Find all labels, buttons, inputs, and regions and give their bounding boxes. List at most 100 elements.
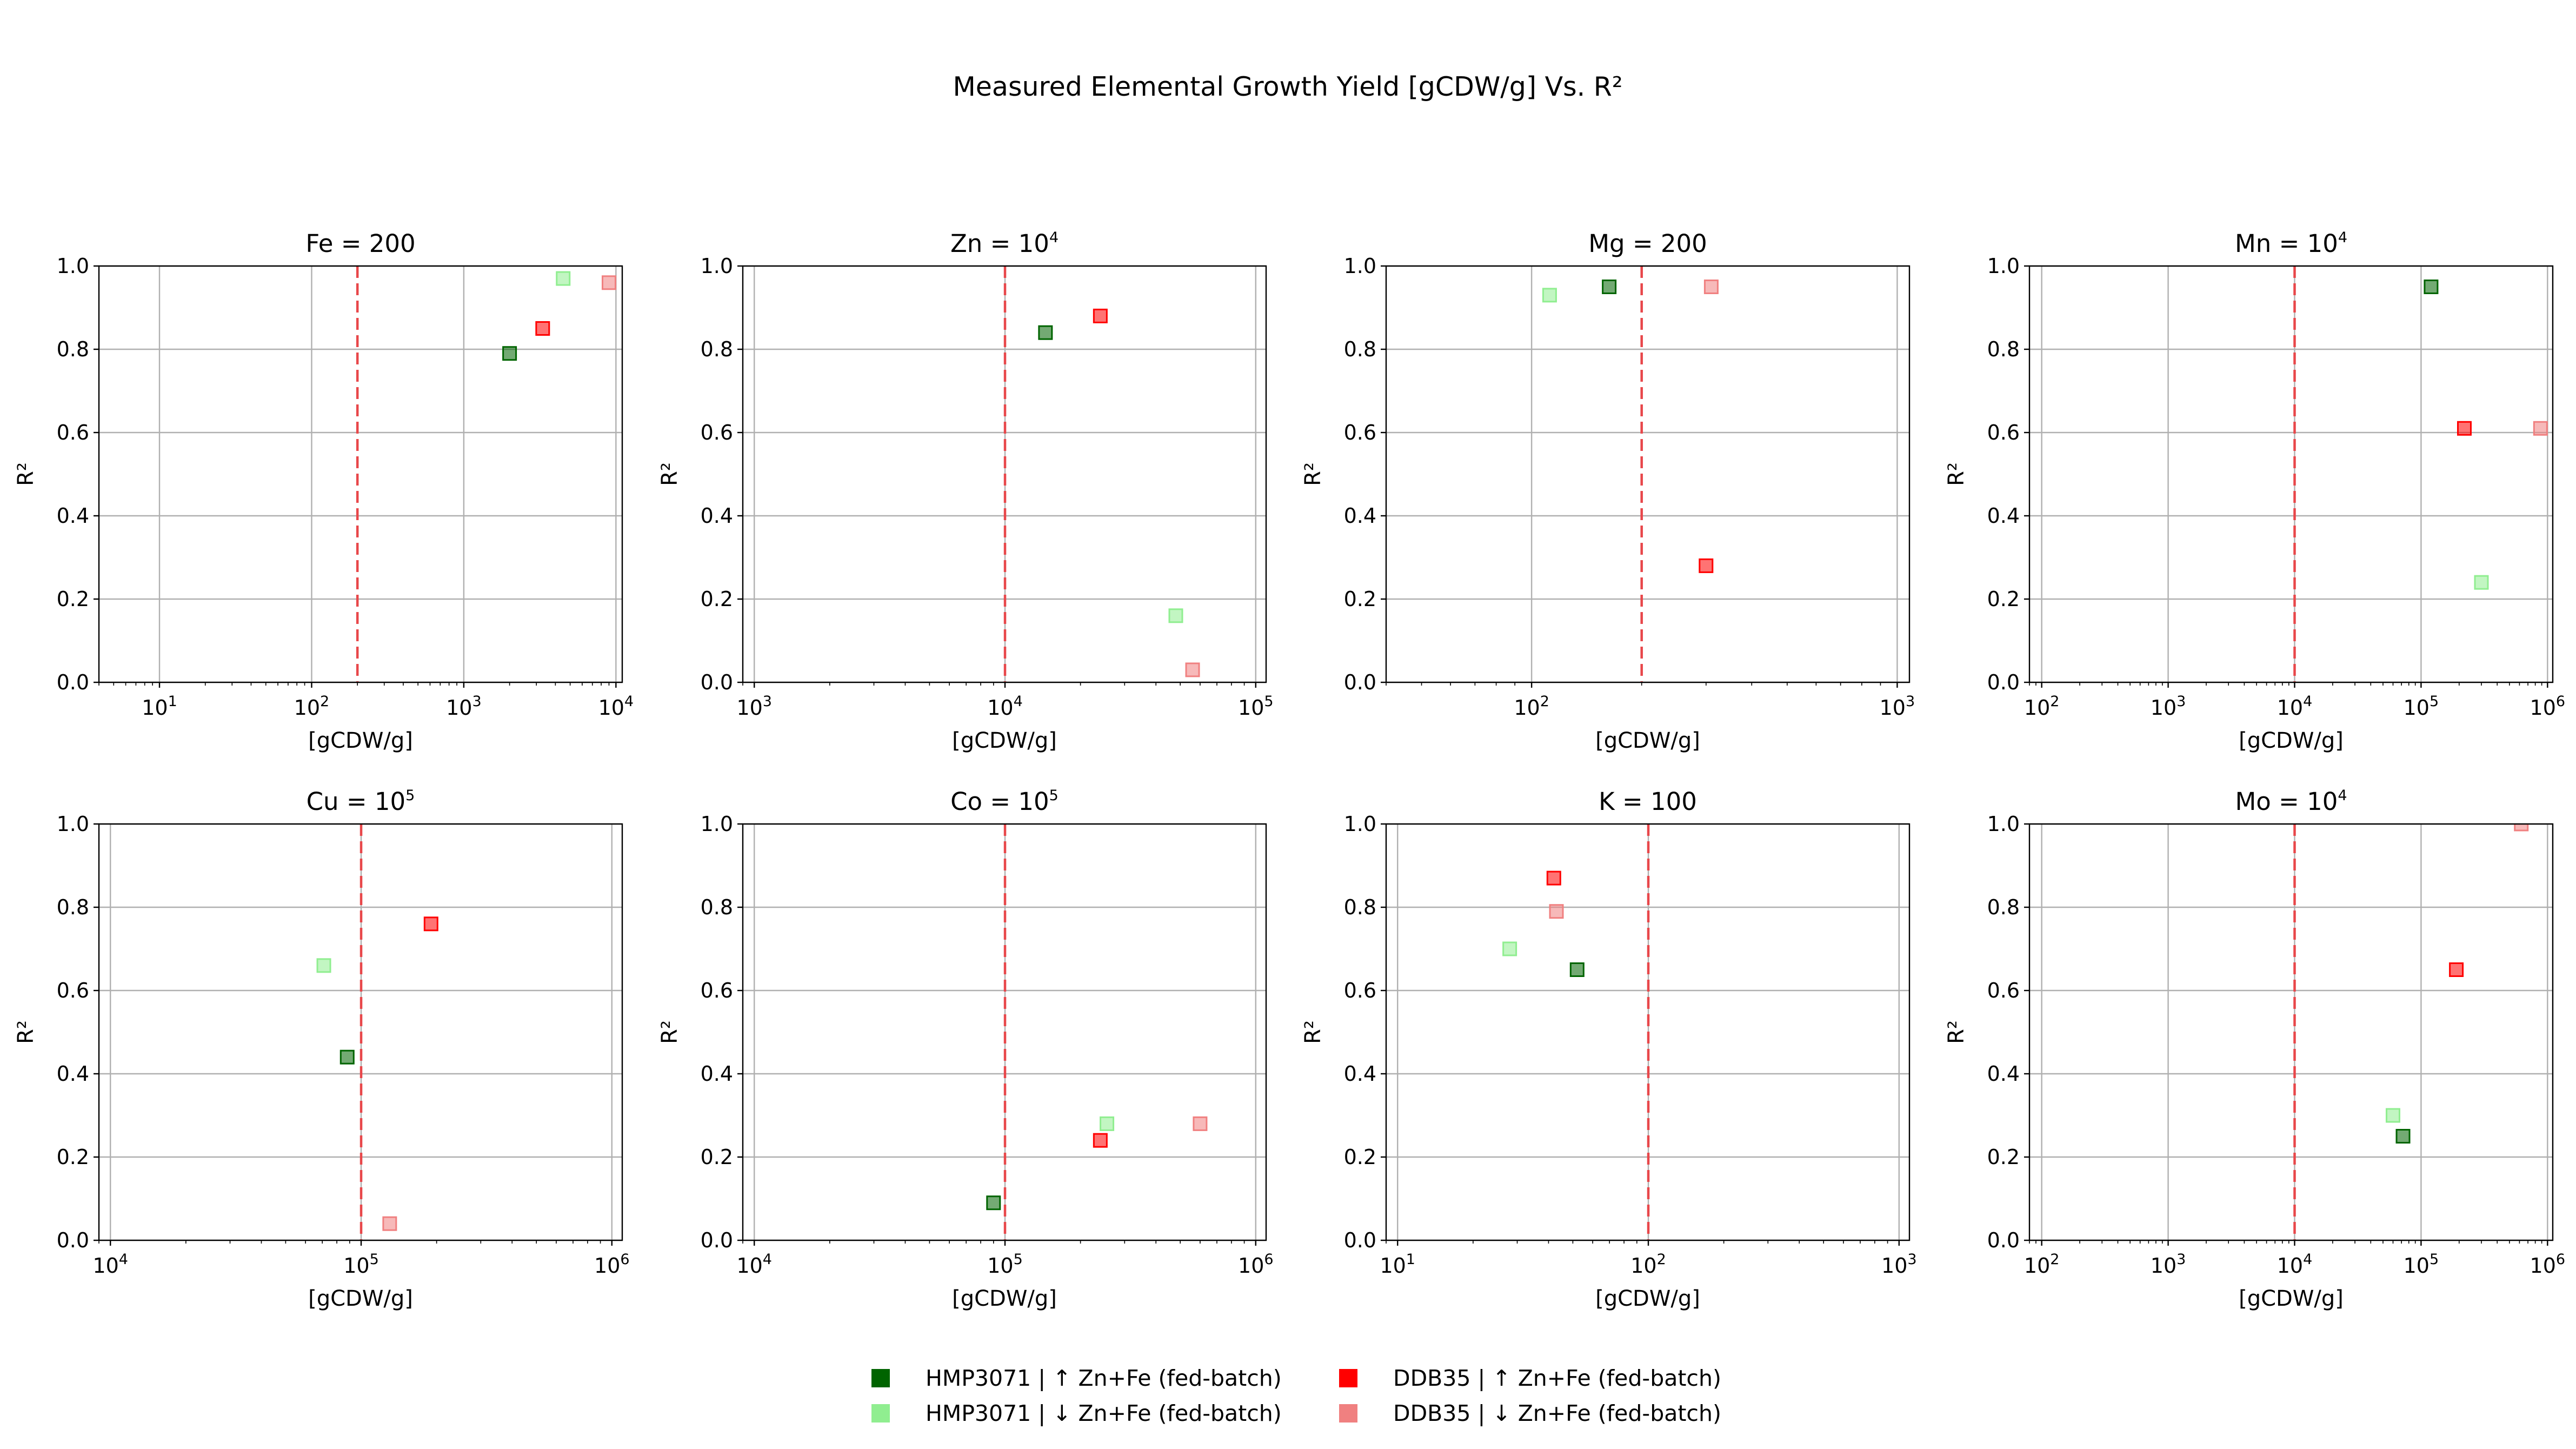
legend-label: HMP3071 | ↑ Zn+Fe (fed-batch) <box>926 1365 1282 1391</box>
y-tick-label: 1.0 <box>701 254 733 278</box>
legend-label: DDB35 | ↑ Zn+Fe (fed-batch) <box>1393 1365 1721 1391</box>
point-ddb35-up <box>2449 962 2464 977</box>
point-ddb35-up <box>535 321 550 336</box>
plot-frame <box>742 265 1267 683</box>
x-axis-label: [gCDW/g] <box>308 1286 413 1311</box>
legend-marker-hmp3071-down <box>871 1404 890 1423</box>
y-tick-label: 0.0 <box>1344 1228 1376 1252</box>
x-tick-label: 104 <box>2277 1251 2313 1278</box>
point-hmp3071-up <box>986 1195 1001 1211</box>
point-hmp3071-down <box>2474 575 2489 590</box>
x-tick-label: 104 <box>92 1251 128 1278</box>
scatter-points <box>502 271 616 361</box>
y-axis-label: R² <box>14 1020 38 1044</box>
y-tick-label: 0.0 <box>57 1228 89 1252</box>
y-tick-label: 0.4 <box>701 504 733 528</box>
y-tick-label: 0.0 <box>1987 670 2020 694</box>
x-tick-label: 106 <box>1238 1251 1274 1278</box>
subplot-2: 0.0 0.2 0.4 0.6 0.8 1.0 103 104 105 Zn = 104 [gCDW… <box>657 229 1274 753</box>
y-tick-label: 0.8 <box>57 337 89 361</box>
x-tick-label: 106 <box>594 1251 630 1278</box>
plot-frame <box>98 265 623 683</box>
x-tick-label: 105 <box>987 1251 1023 1278</box>
y-tick-label: 0.0 <box>701 670 733 694</box>
y-tick-label: 0.2 <box>57 587 89 611</box>
x-tick-label: 106 <box>2530 693 2566 720</box>
point-hmp3071-down <box>1542 288 1557 303</box>
scatter-points <box>2424 280 2548 590</box>
x-tick-label: 102 <box>2024 693 2060 720</box>
x-tick-label: 104 <box>598 693 634 720</box>
y-tick-label: 0.6 <box>1344 421 1376 444</box>
y-tick-label: 0.0 <box>1987 1228 2020 1252</box>
legend-marker-ddb35-up <box>1339 1369 1357 1387</box>
x-tick-label: 105 <box>1238 693 1274 720</box>
point-ddb35-down <box>2533 421 2548 436</box>
y-tick-label: 0.4 <box>57 1062 89 1086</box>
y-tick-label: 0.4 <box>1344 1062 1376 1086</box>
y-tick-label: 0.6 <box>57 979 89 1002</box>
point-hmp3071-down <box>316 958 331 973</box>
x-tick-label: 102 <box>1630 1251 1666 1278</box>
legend-label: HMP3071 | ↓ Zn+Fe (fed-batch) <box>926 1400 1282 1426</box>
subplot-grid: 0.0 0.2 0.4 0.6 0.8 1.0 101 102 103 104 Fe = 200 [g… <box>14 229 2565 1311</box>
point-ddb35-up <box>1546 870 1561 886</box>
x-tick-label: 104 <box>736 1251 772 1278</box>
x-tick-label: 105 <box>2404 693 2439 720</box>
x-tick-label: 103 <box>2151 1251 2186 1278</box>
y-tick-label: 0.2 <box>1344 1145 1376 1169</box>
point-ddb35-down <box>2514 824 2529 832</box>
y-tick-label: 0.0 <box>57 670 89 694</box>
y-tick-label: 0.2 <box>57 1145 89 1169</box>
subplot-title: Cu = 105 <box>307 787 415 816</box>
y-tick-label: 1.0 <box>1344 254 1376 278</box>
point-ddb35-down <box>1193 1116 1208 1131</box>
y-tick-label: 1.0 <box>1987 812 2020 836</box>
subplot-title: Co = 105 <box>950 787 1059 816</box>
point-hmp3071-up <box>1038 325 1053 340</box>
x-axis-label: [gCDW/g] <box>1595 1286 1700 1311</box>
plot-frame <box>1385 265 1911 683</box>
plot-frame <box>98 823 623 1241</box>
point-hmp3071-down <box>1502 941 1517 956</box>
scatter-points <box>986 1116 1208 1211</box>
y-tick-label: 0.8 <box>1987 337 2020 361</box>
y-axis-label: R² <box>657 462 682 486</box>
scatter-points <box>1502 870 1585 977</box>
x-axis-label: [gCDW/g] <box>2239 1286 2344 1311</box>
point-ddb35-up <box>423 916 438 932</box>
y-tick-label: 0.8 <box>701 337 733 361</box>
point-hmp3071-up <box>1569 962 1585 977</box>
y-tick-label: 0.2 <box>1344 587 1376 611</box>
x-tick-label: 101 <box>142 693 177 720</box>
plot-frame <box>2028 823 2554 1241</box>
subplot-title: Mo = 104 <box>2235 787 2347 816</box>
point-ddb35-down <box>1549 904 1564 919</box>
y-tick-label: 0.2 <box>701 587 733 611</box>
y-tick-label: 0.2 <box>701 1145 733 1169</box>
x-tick-label: 103 <box>446 693 482 720</box>
y-axis-label: R² <box>1944 462 1969 486</box>
legend-marker-hmp3071-up <box>871 1369 890 1387</box>
point-hmp3071-up <box>1602 280 1617 294</box>
legend: HMP3071 | ↑ Zn+Fe (fed-batch) HMP3071 | ↓… <box>871 1365 1721 1426</box>
point-ddb35-up <box>1699 558 1714 573</box>
subplot-8: 0.0 0.2 0.4 0.6 0.8 1.0 102 103 104 105 106 Mo = 10… <box>1944 787 2565 1311</box>
subplot-7: 0.0 0.2 0.4 0.6 0.8 1.0 101 102 103 K = 100 [gCDW/… <box>1301 787 1917 1311</box>
subplot-title: Zn = 104 <box>950 229 1059 258</box>
x-axis-label: [gCDW/g] <box>308 728 413 753</box>
y-tick-label: 0.6 <box>1987 421 2020 444</box>
y-tick-label: 0.4 <box>1344 504 1376 528</box>
subplot-6: 0.0 0.2 0.4 0.6 0.8 1.0 104 105 106 Co = 105 [gCDW… <box>657 787 1274 1311</box>
x-axis-label: [gCDW/g] <box>1595 728 1700 753</box>
y-tick-label: 0.8 <box>1344 895 1376 919</box>
x-tick-label: 103 <box>2151 693 2186 720</box>
y-axis-label: R² <box>1301 462 1326 486</box>
x-tick-label: 105 <box>343 1251 379 1278</box>
x-tick-label: 103 <box>1880 693 1915 720</box>
point-hmp3071-up <box>340 1049 355 1065</box>
subplot-title: Mg = 200 <box>1588 229 1707 258</box>
point-ddb35-up <box>1093 1133 1108 1148</box>
y-tick-label: 0.6 <box>57 421 89 444</box>
x-tick-label: 101 <box>1380 1251 1415 1278</box>
